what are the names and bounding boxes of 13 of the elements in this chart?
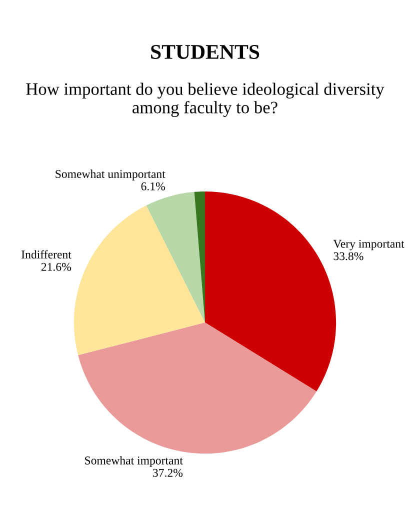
- data-label: 37.2%: [153, 468, 183, 477]
- pie-slice: [78, 322, 317, 454]
- data-label: 21.6%: [41, 262, 71, 271]
- slice-label: Somewhat important: [85, 456, 183, 467]
- chart-subtitle: How important do you believe ideological diversity among faculty to be?: [26, 82, 384, 117]
- data-label: 33.8%: [334, 252, 364, 260]
- slice-label: Indifferent: [22, 250, 72, 259]
- pie-slice: [146, 192, 205, 323]
- data-label: 6.1%: [141, 182, 165, 190]
- pie-slice: [74, 205, 205, 356]
- chart-title: STUDENTS: [151, 44, 260, 59]
- slice-label: Somewhat unimportant: [56, 170, 166, 180]
- slice-label: Very important: [333, 240, 404, 250]
